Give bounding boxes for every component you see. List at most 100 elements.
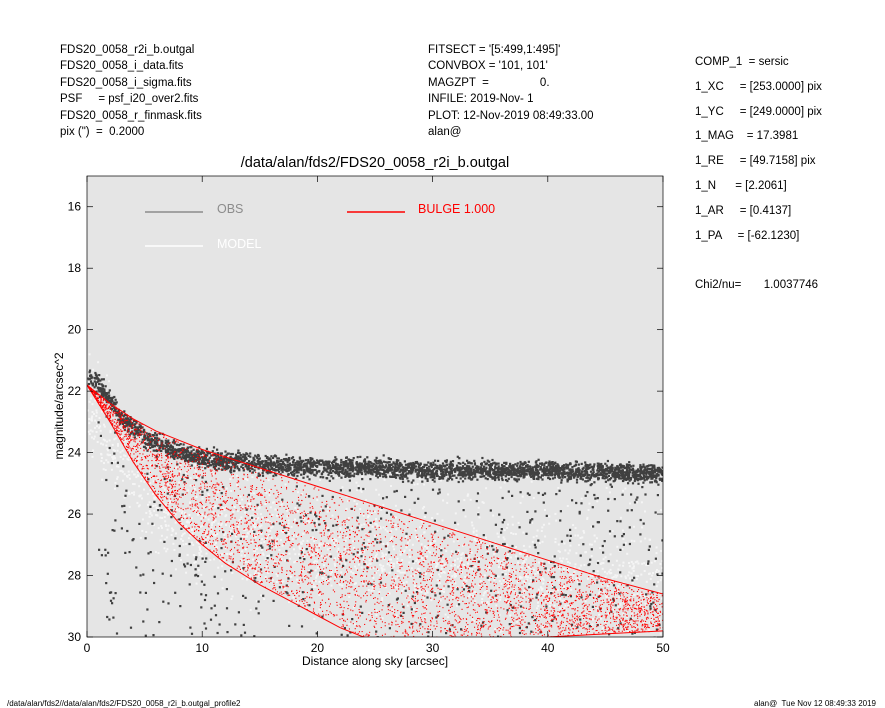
obs-point: [125, 414, 128, 417]
obs-point: [398, 461, 401, 465]
obs-point: [468, 467, 471, 470]
obs-point: [423, 469, 426, 472]
model-point: [624, 577, 627, 580]
obs-point: [607, 471, 610, 474]
obs-point: [175, 443, 179, 446]
model-point: [423, 505, 426, 508]
obs-point: [220, 452, 223, 455]
model-point: [504, 573, 507, 576]
obs-point: [629, 476, 632, 480]
model-point: [368, 522, 371, 525]
model-point: [408, 561, 411, 564]
obs-point: [219, 452, 222, 456]
model-point: [440, 567, 443, 570]
obs-point: [300, 469, 303, 472]
obs-point: [137, 434, 140, 437]
model-point: [340, 571, 343, 574]
obs-point: [348, 460, 351, 463]
model-point: [430, 573, 433, 576]
model-point: [652, 572, 654, 574]
model-point: [363, 488, 366, 491]
model-point: [375, 488, 378, 491]
obs-point: [137, 429, 140, 432]
model-point: [460, 593, 463, 596]
obs-point: [97, 379, 100, 382]
obs-point: [231, 452, 234, 456]
model-point: [121, 429, 124, 432]
model-point: [261, 552, 264, 555]
model-point: [254, 572, 256, 575]
obs-point: [102, 384, 105, 387]
model-point: [314, 580, 317, 583]
obs-point: [441, 462, 445, 465]
obs-point: [459, 462, 462, 465]
obs-point: [646, 465, 649, 468]
model-point: [455, 528, 457, 531]
obs-point: [625, 478, 628, 481]
obs-point: [483, 460, 486, 463]
obs-point: [97, 388, 100, 391]
obs-point: [182, 454, 185, 457]
obs-point: [559, 476, 562, 479]
model-point: [379, 563, 382, 566]
model-point: [270, 536, 273, 539]
model-point: [326, 548, 329, 551]
model-point: [256, 471, 259, 474]
model-point: [553, 604, 556, 607]
obs-point: [626, 472, 629, 475]
obs-point: [301, 466, 304, 469]
obs-point: [656, 474, 659, 477]
obs-point: [543, 462, 546, 465]
model-point: [458, 601, 461, 603]
model-point: [559, 597, 562, 600]
obs-point: [657, 470, 660, 473]
model-point: [405, 535, 408, 538]
model-point: [497, 586, 500, 589]
obs-point: [225, 453, 228, 456]
obs-point: [348, 473, 351, 477]
model-point: [488, 566, 491, 569]
obs-point: [498, 467, 501, 470]
obs-point: [351, 474, 354, 477]
obs-point: [302, 459, 305, 462]
obs-point: [225, 468, 228, 471]
obs-point: [291, 470, 294, 473]
model-point: [631, 567, 634, 570]
model-point: [251, 532, 254, 535]
obs-point: [477, 465, 480, 468]
obs-point: [147, 432, 150, 435]
obs-point: [631, 482, 635, 485]
model-point: [100, 442, 103, 445]
obs-point: [139, 430, 142, 433]
model-point: [569, 574, 572, 577]
obs-point: [336, 470, 339, 473]
obs-point: [605, 472, 608, 475]
model-point: [183, 511, 186, 514]
model-point: [450, 555, 452, 558]
obs-point: [317, 462, 320, 465]
obs-point: [600, 462, 603, 466]
model-point: [520, 566, 523, 569]
obs-point: [566, 478, 569, 481]
model-point: [557, 579, 560, 582]
model-point: [648, 629, 651, 631]
model-point: [165, 511, 168, 514]
model-point: [439, 599, 442, 602]
model-point: [367, 510, 370, 513]
model-point: [232, 510, 235, 513]
model-point: [507, 523, 509, 526]
obs-point: [590, 474, 593, 477]
obs-point: [114, 398, 117, 401]
obs-point: [276, 465, 279, 468]
model-point: [189, 521, 192, 524]
model-point: [344, 539, 347, 542]
obs-point: [465, 470, 468, 473]
model-point: [324, 573, 327, 576]
model-point: [210, 524, 213, 527]
obs-point: [485, 472, 488, 475]
model-point: [463, 579, 466, 582]
obs-point: [405, 468, 408, 471]
model-point: [145, 531, 148, 533]
obs-point: [641, 486, 644, 489]
model-point: [523, 608, 526, 611]
